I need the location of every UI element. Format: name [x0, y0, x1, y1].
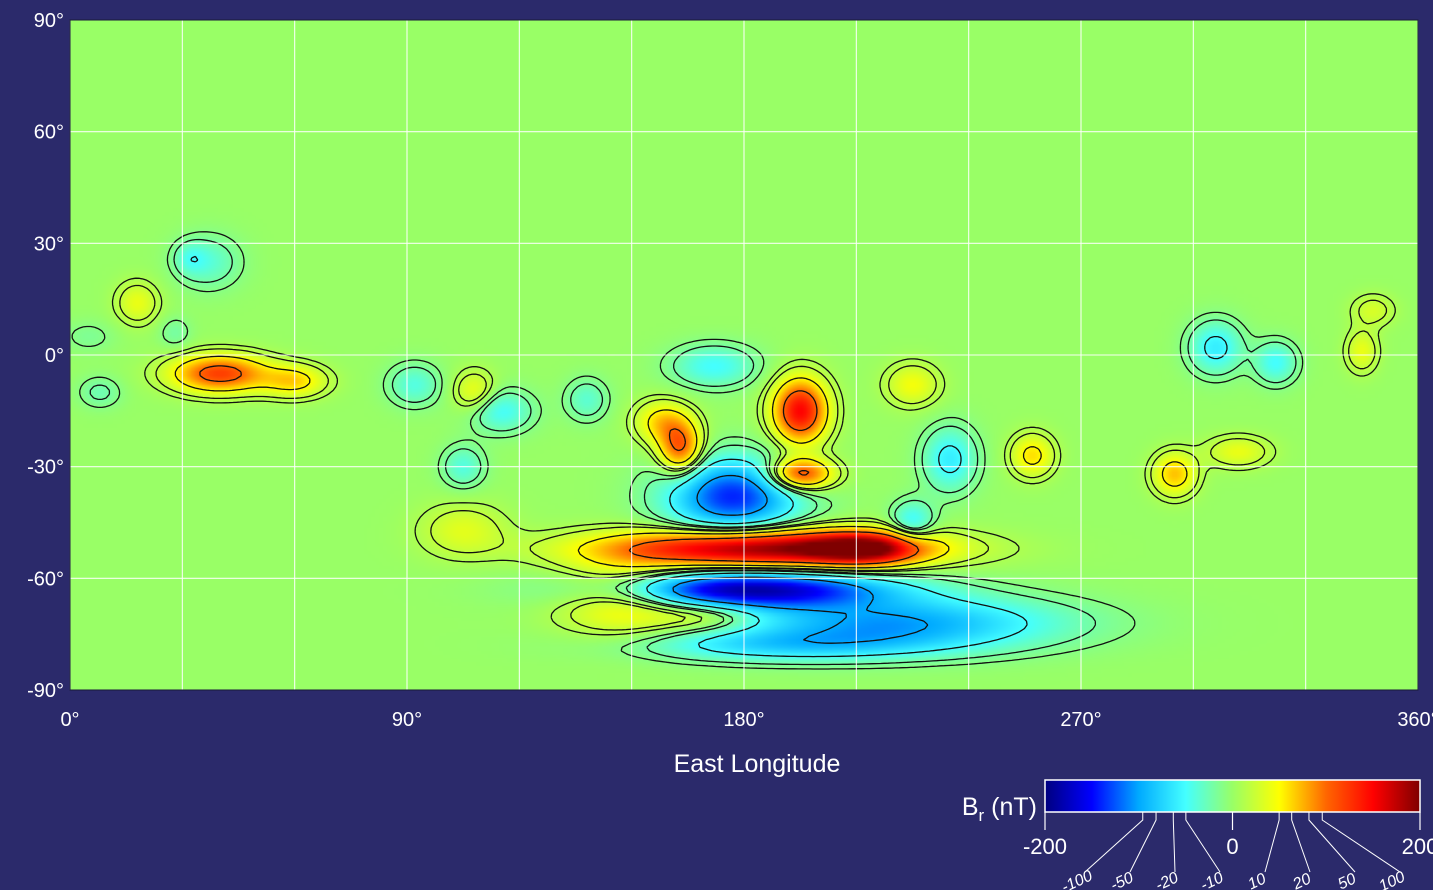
- colorbar-title-symbol: B: [962, 793, 979, 821]
- colorbar-minor-label: -10: [1198, 869, 1226, 890]
- x-axis-title: East Longitude: [674, 750, 841, 778]
- contour-line: [89, 238, 1297, 666]
- x-tick-label: 360°: [1397, 709, 1433, 731]
- y-tick-label: 0°: [45, 345, 64, 367]
- colorbar-title: Br (nT): [962, 793, 1037, 825]
- colorbar-major-label: 200: [1402, 834, 1433, 859]
- colorbar-minor-label: 20: [1290, 870, 1314, 890]
- contour-line: [71, 231, 1304, 670]
- colorbar-minor-label: -100: [1059, 867, 1095, 890]
- colorbar-minor-leader: [1264, 812, 1280, 873]
- y-tick-label: -60°: [27, 568, 64, 590]
- colorbar: Br (nT) -200 0 200 -100 -50 -20 -10 10 20 50 100: [962, 779, 1433, 890]
- plot-frame: [69, 19, 1419, 691]
- colorbar-gradient: [1044, 779, 1421, 813]
- contour-lines: [71, 231, 1396, 670]
- y-tick-label: 60°: [34, 122, 64, 144]
- colorbar-minor-leader: [1129, 812, 1157, 873]
- colorbar-minor-label: 10: [1245, 870, 1268, 890]
- y-axis-ticks: 90° 60° 30° 0° -30° -60° -90°: [27, 10, 64, 702]
- contour-line: [190, 255, 1228, 658]
- colorbar-minor-label: -20: [1153, 869, 1181, 890]
- y-tick-label: 90°: [34, 10, 64, 32]
- colorbar-title-subscript: r: [979, 806, 985, 825]
- x-tick-label: 270°: [1060, 709, 1101, 731]
- contour-line: [119, 284, 1388, 631]
- colorbar-minor-leader: [1308, 812, 1356, 873]
- y-tick-label: -30°: [27, 457, 64, 479]
- colorbar-major-label: -200: [1023, 834, 1067, 859]
- colorbar-minor-leader: [1185, 812, 1221, 873]
- colorbar-minor-label: 50: [1335, 870, 1358, 890]
- y-tick-label: 30°: [34, 233, 64, 255]
- x-tick-label: 90°: [392, 709, 422, 731]
- colorbar-title-unit: (nT): [984, 793, 1037, 821]
- colorbar-major-label: 0: [1226, 834, 1238, 859]
- plot-area: [69, 19, 1419, 691]
- colorbar-minor-label: -50: [1108, 869, 1136, 890]
- y-tick-label: -90°: [27, 680, 64, 702]
- colorbar-minor-leader: [1321, 812, 1401, 873]
- colorbar-ticks: -200 0 200 -100 -50 -20 -10 10 20 50 100: [1023, 812, 1433, 890]
- colorbar-minor-leader: [1291, 812, 1311, 873]
- contour-line: [111, 277, 1396, 636]
- x-tick-label: 0°: [60, 709, 79, 731]
- contour-line: [174, 355, 1188, 569]
- x-axis-ticks: 0° 90° 180° 270° 360°: [60, 709, 1433, 731]
- colorbar-minor-label: 100: [1376, 869, 1407, 890]
- x-tick-label: 180°: [723, 709, 764, 731]
- colorbar-minor-leader: [1172, 812, 1176, 873]
- colorbar-minor-leader: [1084, 812, 1144, 873]
